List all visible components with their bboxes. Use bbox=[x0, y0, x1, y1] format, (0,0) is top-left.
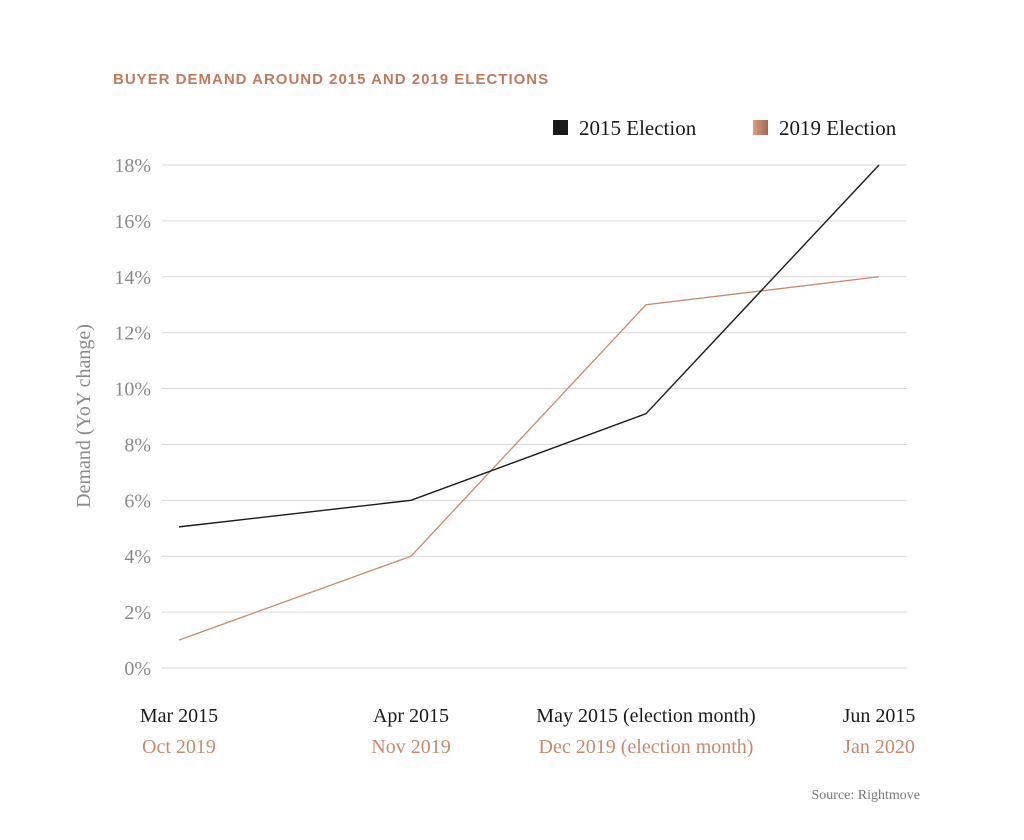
x-category-label-secondary: Jan 2020 bbox=[843, 736, 915, 758]
y-axis-label: Demand (YoY change) bbox=[73, 324, 95, 508]
legend-swatch-2015 bbox=[553, 120, 568, 135]
legend-label-2015: 2015 Election bbox=[579, 116, 697, 140]
y-tick-label: 14% bbox=[114, 267, 151, 289]
x-category-label: May 2015 (election month) bbox=[536, 705, 755, 727]
series-lines bbox=[178, 164, 880, 641]
x-category-label: Apr 2015 bbox=[373, 705, 449, 727]
legend-label-2019: 2019 Election bbox=[779, 116, 897, 140]
y-tick-label: 16% bbox=[114, 211, 151, 233]
gridlines bbox=[162, 164, 907, 669]
y-tick-label: 8% bbox=[124, 434, 151, 456]
legend: 2015 Election 2019 Election bbox=[553, 116, 897, 140]
y-tick-label: 2% bbox=[124, 602, 151, 624]
y-tick-label: 4% bbox=[124, 546, 151, 568]
y-tick-label: 18% bbox=[114, 155, 151, 177]
legend-swatch-2019 bbox=[753, 120, 768, 135]
y-tick-label: 12% bbox=[114, 323, 151, 345]
x-category-label-secondary: Dec 2019 (election month) bbox=[539, 736, 754, 758]
series-line-2019-election bbox=[178, 276, 880, 641]
y-tick-label: 0% bbox=[124, 658, 151, 680]
x-axis-categories: Mar 2015 Apr 2015 May 2015 (election month… bbox=[140, 705, 916, 758]
source-label: Source: Rightmove bbox=[812, 788, 921, 803]
y-axis-ticks: 0% 2% 4% 6% 8% 10% 12% 14% 16% 18% bbox=[114, 155, 151, 680]
x-category-label: Jun 2015 bbox=[843, 705, 916, 727]
y-tick-label: 6% bbox=[124, 490, 151, 512]
x-category-label-secondary: Nov 2019 bbox=[371, 736, 450, 758]
y-tick-label: 10% bbox=[114, 379, 151, 401]
series-line-2015-election bbox=[178, 164, 880, 528]
x-category-label: Mar 2015 bbox=[140, 705, 218, 727]
chart-title: BUYER DEMAND AROUND 2015 AND 2019 ELECTI… bbox=[113, 71, 549, 88]
x-category-label-secondary: Oct 2019 bbox=[142, 736, 216, 758]
